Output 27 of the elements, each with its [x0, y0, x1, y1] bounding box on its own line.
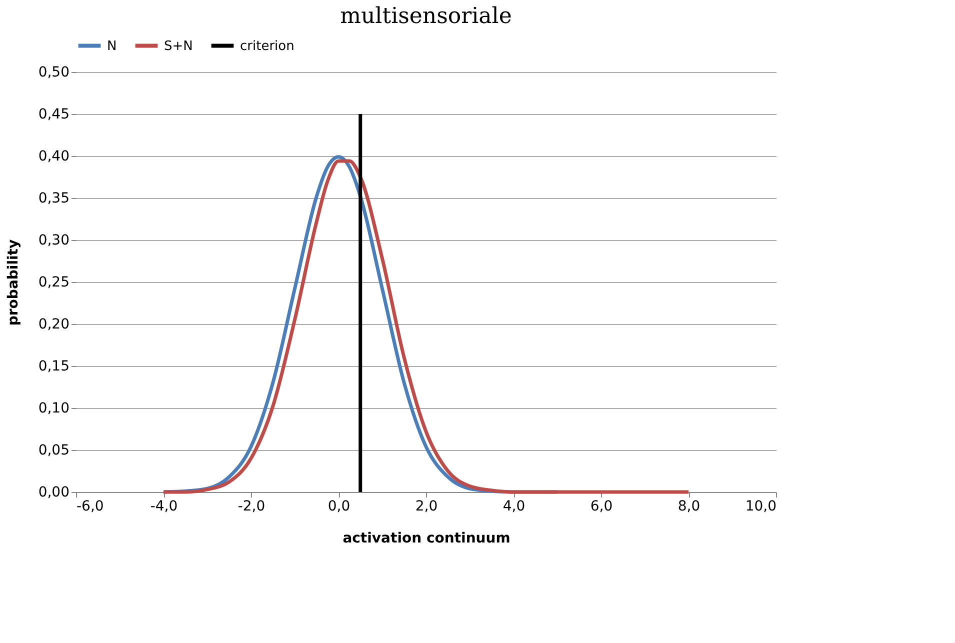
chart-title: multisensoriale [340, 4, 512, 29]
x-tick-label: -6,0 [76, 498, 104, 514]
x-tick-label: 0,0 [328, 498, 350, 514]
y-tick-label: 0,50 [38, 64, 70, 80]
x-tick-label: 6,0 [590, 498, 613, 514]
y-tick-label: 0,30 [38, 232, 70, 248]
y-tick-label: 0,20 [38, 316, 70, 332]
y-axis-title: probability [5, 239, 22, 326]
x-axis-title: activation continuum [342, 530, 510, 546]
legend-label: criterion [240, 38, 294, 54]
y-tick-label: 0,40 [38, 148, 70, 164]
y-tick-label: 0,15 [38, 358, 70, 374]
x-tick-label: 8,0 [678, 498, 700, 514]
y-tick-label: 0,10 [38, 400, 70, 416]
legend-label: S+N [164, 38, 193, 54]
x-tick-label: 2,0 [415, 498, 438, 514]
y-tick-label: 0,05 [38, 442, 70, 458]
y-tick-label: 0,45 [38, 106, 70, 122]
line-series [162, 159, 690, 494]
x-tick-label: -2,0 [238, 498, 266, 514]
x-tick-label: 10,0 [745, 498, 776, 514]
x-tick-label: 4,0 [502, 498, 526, 514]
x-tick-label: -4,0 [150, 498, 178, 514]
y-tick-label: 0,35 [38, 190, 70, 206]
y-tick-label: 0,00 [38, 484, 70, 500]
legend-label: N [107, 38, 117, 54]
y-tick-label: 0,25 [38, 274, 70, 290]
